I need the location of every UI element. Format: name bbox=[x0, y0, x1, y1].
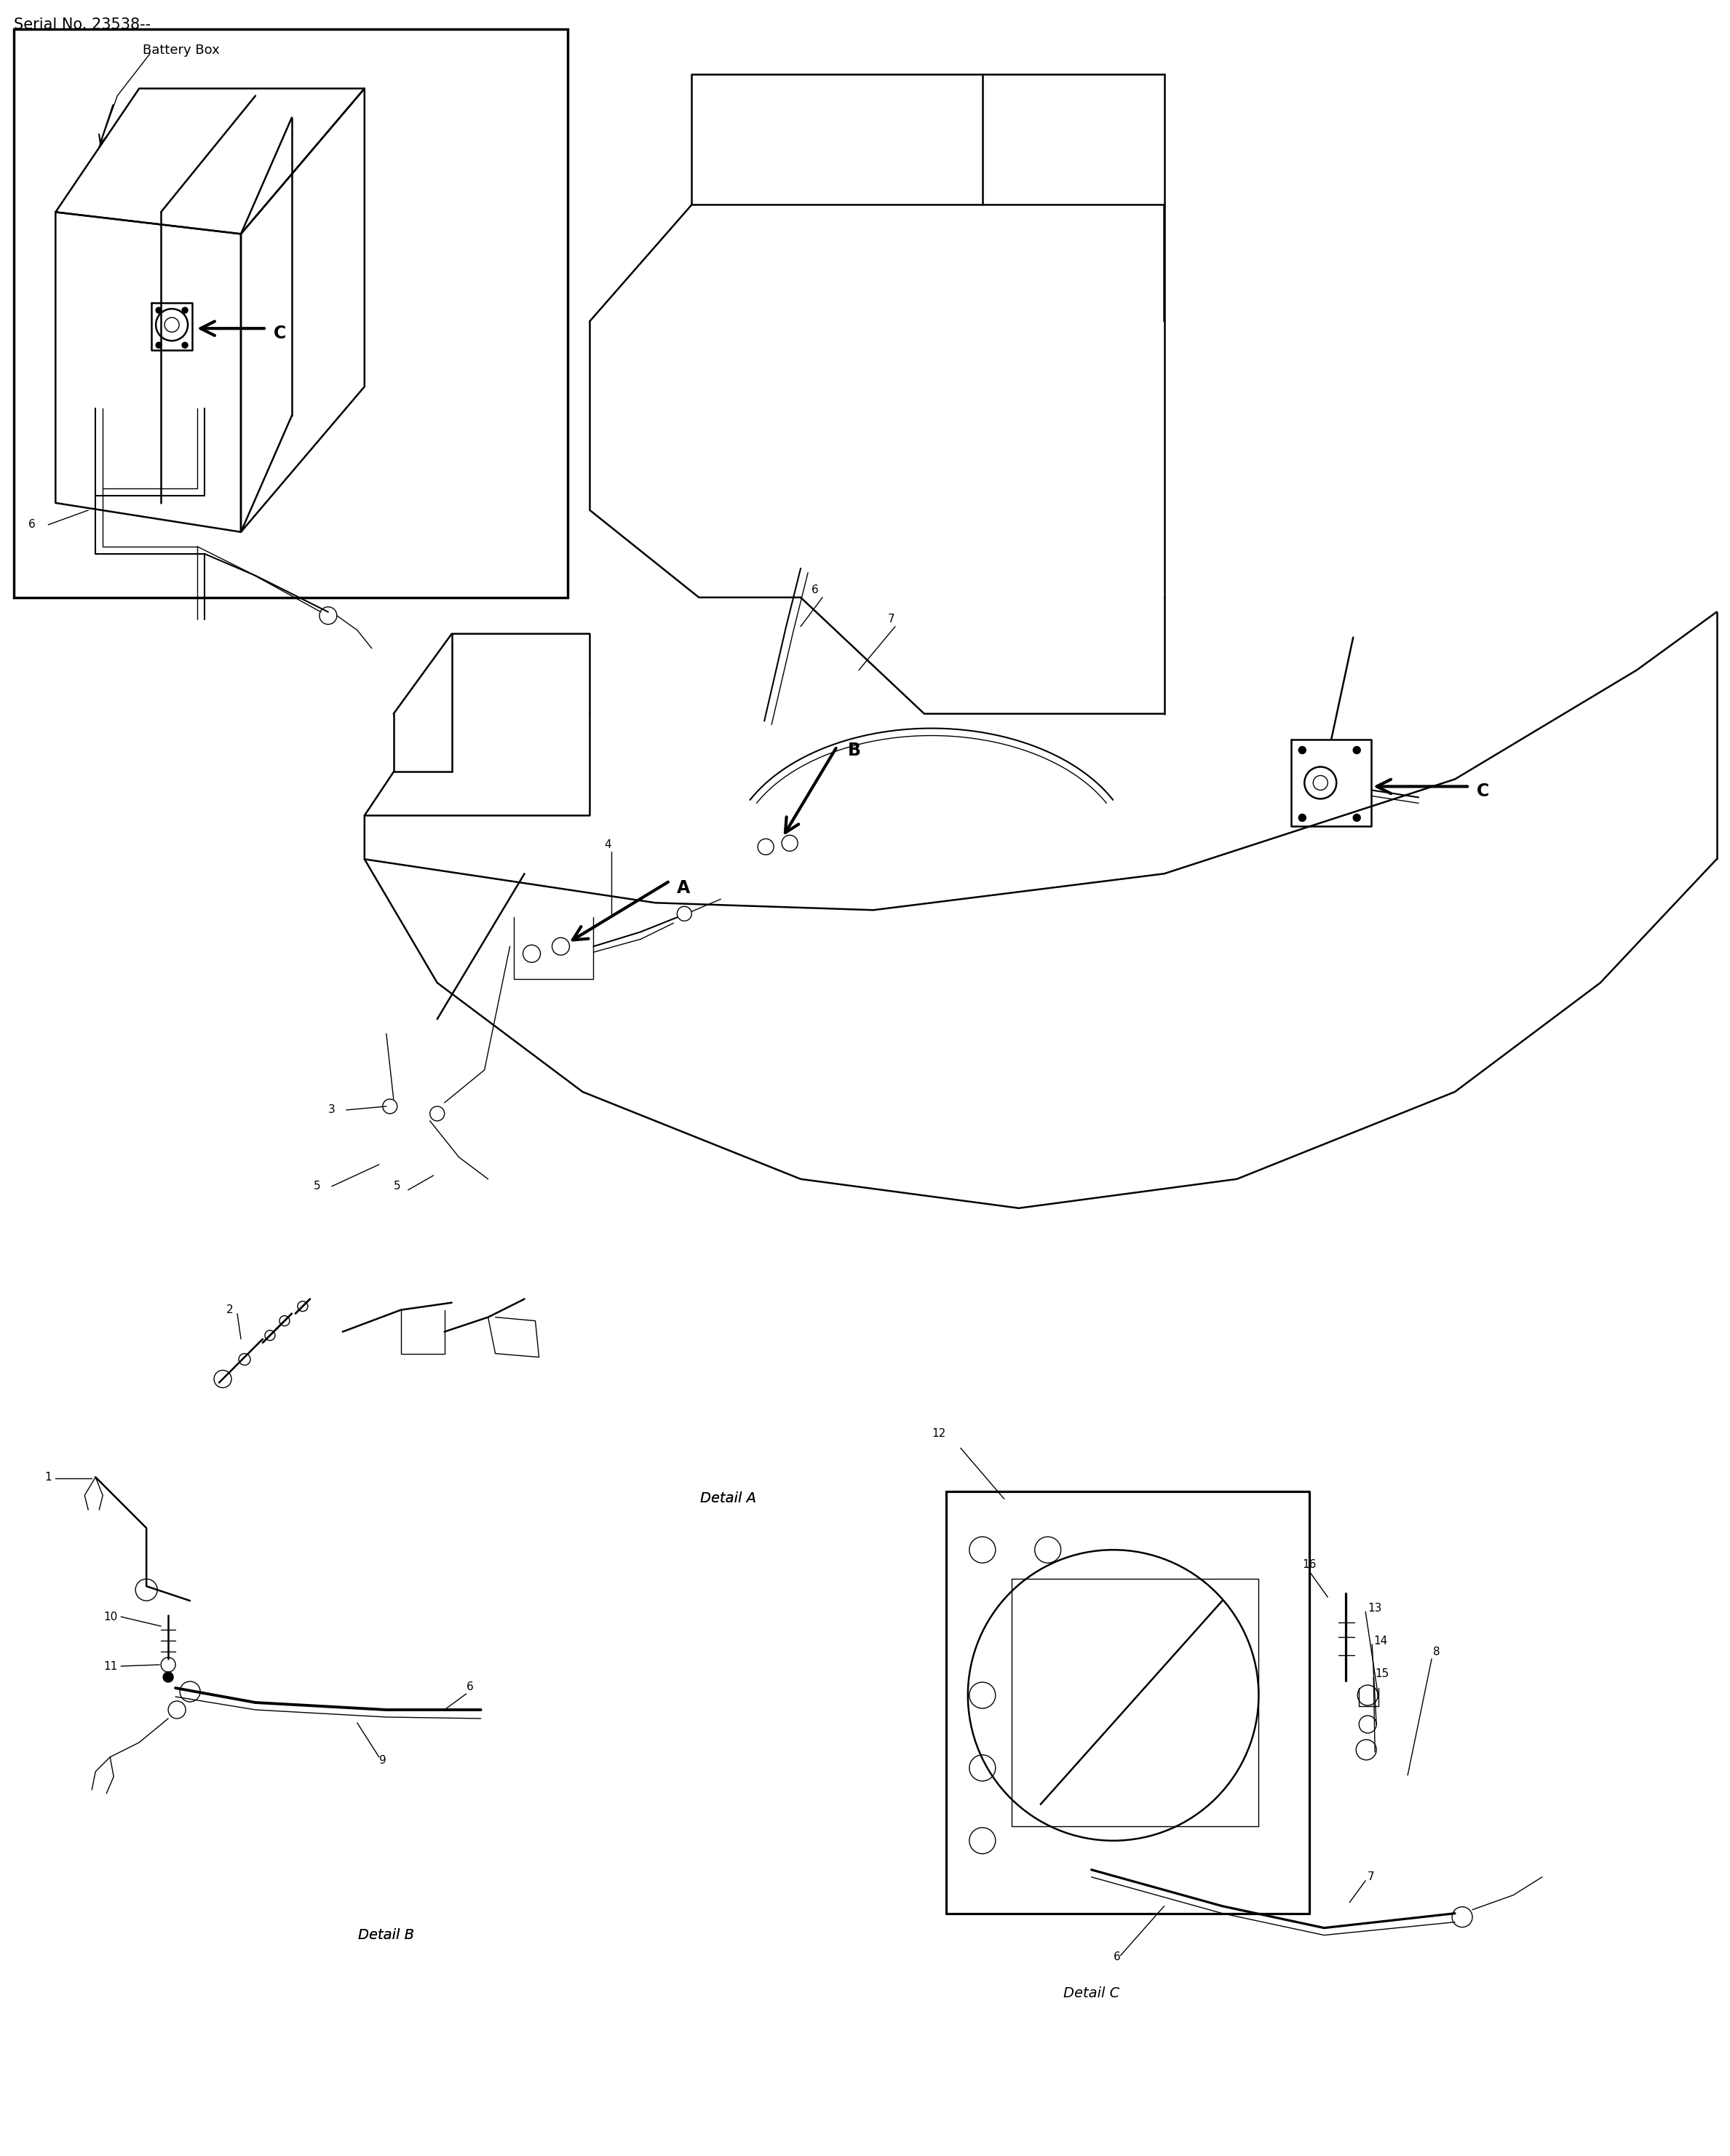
Text: 1: 1 bbox=[45, 1473, 52, 1483]
Text: Detail A: Detail A bbox=[701, 1492, 756, 1505]
Circle shape bbox=[1353, 746, 1360, 755]
Bar bbox=[14, 28, 567, 597]
Text: 7: 7 bbox=[1368, 1871, 1375, 1882]
Text: 12: 12 bbox=[931, 1427, 946, 1438]
Text: 4: 4 bbox=[604, 839, 611, 849]
Text: 6: 6 bbox=[29, 520, 36, 530]
Circle shape bbox=[1299, 815, 1306, 821]
Circle shape bbox=[182, 308, 189, 313]
Text: 5: 5 bbox=[313, 1181, 320, 1192]
Circle shape bbox=[182, 343, 189, 347]
Text: Battery Box: Battery Box bbox=[144, 43, 220, 56]
Text: Detail C: Detail C bbox=[1064, 1986, 1119, 2001]
Text: 10: 10 bbox=[104, 1611, 118, 1621]
Text: 13: 13 bbox=[1368, 1602, 1382, 1613]
Text: B: B bbox=[848, 742, 862, 759]
Text: 14: 14 bbox=[1374, 1634, 1387, 1647]
Text: Serial No. 23538--: Serial No. 23538-- bbox=[14, 17, 151, 32]
Text: 6: 6 bbox=[1114, 1951, 1121, 1962]
Text: 5: 5 bbox=[393, 1181, 401, 1192]
Text: 9: 9 bbox=[379, 1755, 386, 1766]
Text: 7: 7 bbox=[887, 614, 894, 625]
Text: A: A bbox=[676, 880, 690, 897]
Text: Detail A: Detail A bbox=[701, 1492, 756, 1505]
Text: 6: 6 bbox=[467, 1682, 474, 1692]
Text: 8: 8 bbox=[1432, 1647, 1439, 1658]
Circle shape bbox=[156, 343, 161, 347]
Text: Detail B: Detail B bbox=[358, 1927, 413, 1943]
Circle shape bbox=[156, 308, 161, 313]
Text: 3: 3 bbox=[329, 1104, 336, 1115]
Circle shape bbox=[163, 1673, 173, 1682]
Text: 2: 2 bbox=[227, 1304, 234, 1315]
Text: 11: 11 bbox=[104, 1660, 118, 1671]
Circle shape bbox=[1353, 815, 1360, 821]
Text: 16: 16 bbox=[1303, 1559, 1317, 1570]
Circle shape bbox=[1299, 746, 1306, 755]
Text: C: C bbox=[1477, 783, 1490, 800]
Text: 6: 6 bbox=[811, 584, 818, 595]
Text: 15: 15 bbox=[1375, 1669, 1389, 1680]
Text: Detail B: Detail B bbox=[358, 1927, 413, 1943]
Text: C: C bbox=[273, 326, 285, 343]
